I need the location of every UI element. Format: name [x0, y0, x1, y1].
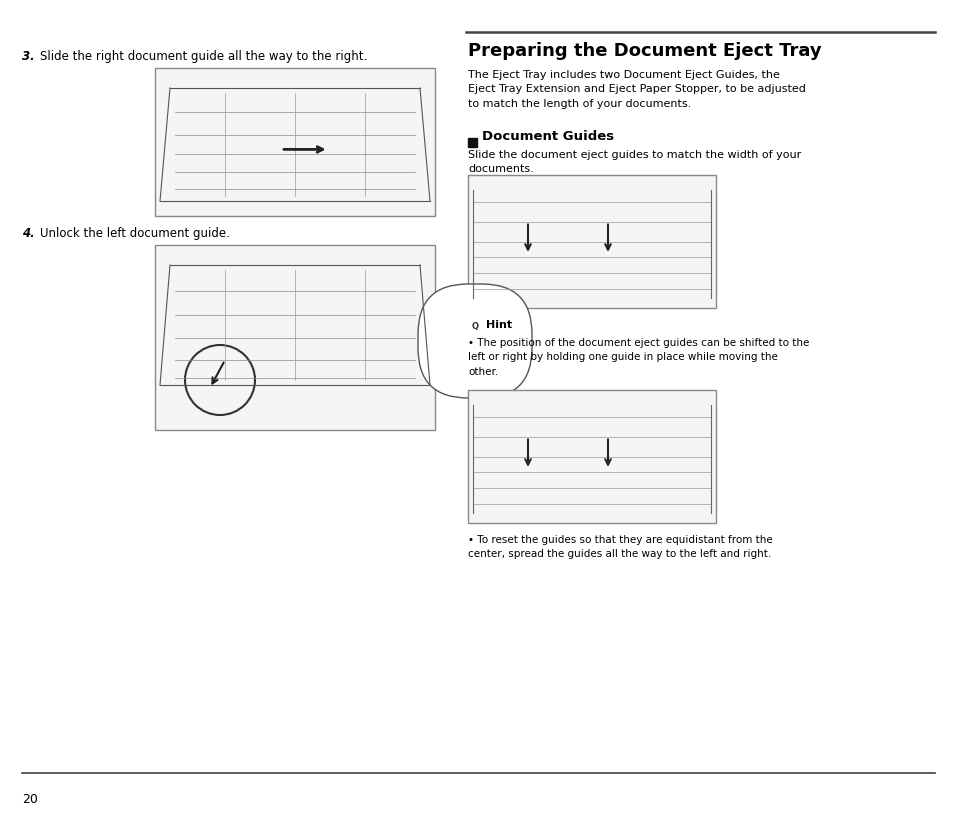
Bar [468, 175, 716, 308]
Bar [468, 390, 716, 523]
Text: Slide the right document guide all the way to the right.: Slide the right document guide all the w… [40, 50, 367, 63]
Text: 20: 20 [22, 793, 38, 806]
Text: Hint: Hint [485, 320, 512, 330]
Text: Document Guides: Document Guides [481, 130, 614, 143]
Text: 3.: 3. [22, 50, 34, 63]
Text: • The position of the document eject guides can be shifted to the
left or right : • The position of the document eject gui… [468, 338, 808, 377]
Text: • To reset the guides so that they are equidistant from the
center, spread the g: • To reset the guides so that they are e… [468, 535, 772, 560]
Bar [154, 68, 435, 216]
Text: The Eject Tray includes two Document Eject Guides, the
Eject Tray Extension and : The Eject Tray includes two Document Eje… [468, 70, 805, 109]
Text: Unlock the left document guide.: Unlock the left document guide. [40, 227, 230, 240]
Bar [468, 138, 476, 147]
Text: Q: Q [471, 322, 478, 331]
Text: 4.: 4. [22, 227, 34, 240]
Text: Slide the document eject guides to match the width of your
documents.: Slide the document eject guides to match… [468, 150, 801, 174]
FancyBboxPatch shape [417, 284, 532, 398]
Text: Preparing the Document Eject Tray: Preparing the Document Eject Tray [468, 42, 821, 60]
Bar [154, 245, 435, 430]
